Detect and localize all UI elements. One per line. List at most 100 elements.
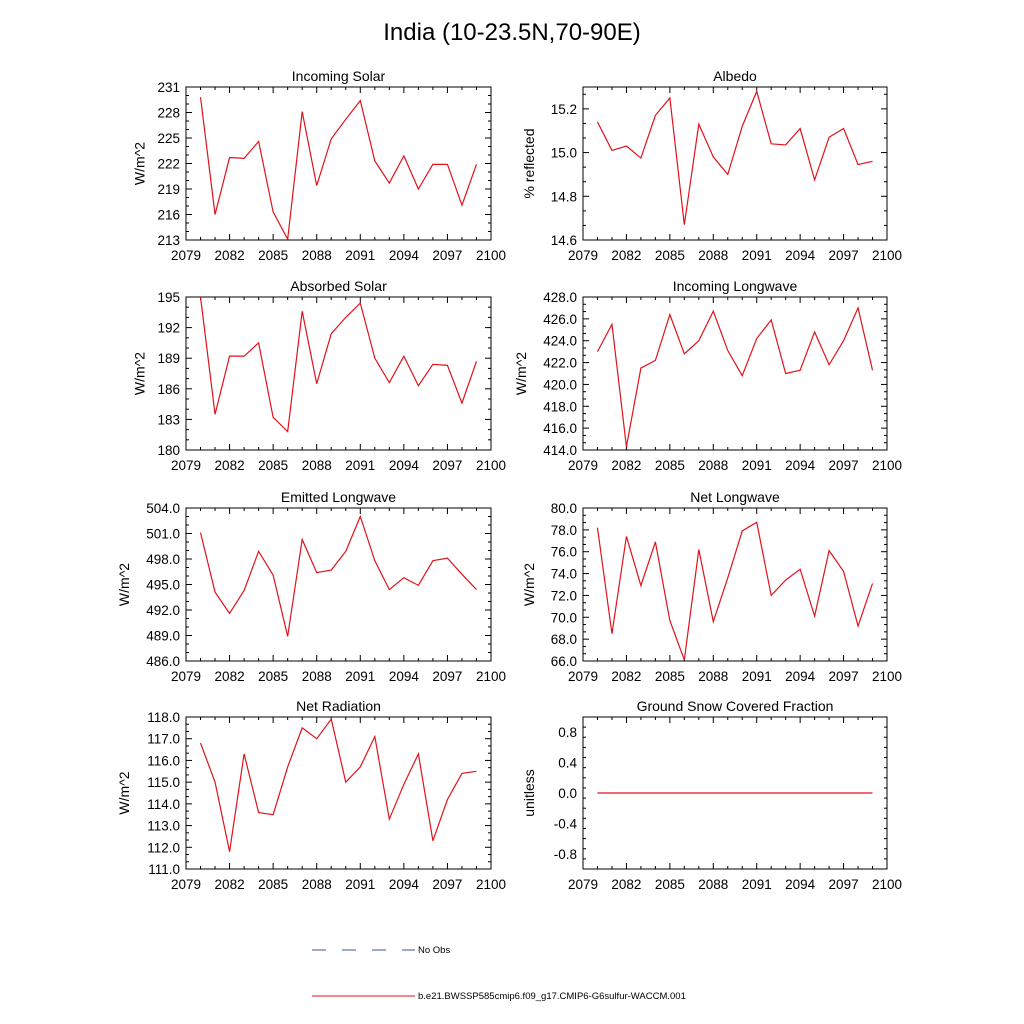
x-tick-label: 2079 <box>568 669 598 684</box>
x-tick-label: 2097 <box>432 458 462 473</box>
x-tick-label: 2085 <box>655 877 685 892</box>
series-line <box>199 514 477 637</box>
x-tick-label: 2088 <box>698 248 728 263</box>
y-tick-label: 501.0 <box>146 527 180 542</box>
y-tick-label: 186 <box>157 382 180 397</box>
y-tick-label: 80.0 <box>551 501 577 516</box>
y-tick-label: 416.0 <box>543 421 577 436</box>
panel-title: Incoming Longwave <box>673 278 798 294</box>
y-tick-label: 70.0 <box>551 610 577 625</box>
x-tick-label: 2094 <box>785 458 816 473</box>
y-tick-label: 498.0 <box>146 552 180 567</box>
y-tick-label: 414.0 <box>543 443 577 458</box>
y-tick-label: 486.0 <box>146 654 180 669</box>
x-tick-label: 2100 <box>476 458 506 473</box>
y-tick-label: 492.0 <box>146 603 180 618</box>
y-tick-label: -0.8 <box>554 847 577 862</box>
y-axis-label: W/m^2 <box>132 142 148 185</box>
x-tick-label: 2082 <box>611 248 641 263</box>
y-tick-label: 213 <box>157 233 180 248</box>
panels-group: 2079 2082 2085 2088 2091 2094 2097 2100 213 216 21… <box>116 68 902 892</box>
series-line <box>596 521 874 661</box>
y-axis-label: W/m^2 <box>116 563 132 606</box>
x-tick-label: 2088 <box>698 669 728 684</box>
x-tick-label: 2088 <box>698 458 728 473</box>
plot-frame <box>582 507 888 662</box>
y-tick-label: 183 <box>157 412 180 427</box>
x-tick-label: 2100 <box>872 458 902 473</box>
y-tick-label: 116.0 <box>147 753 180 768</box>
x-tick-label: 2085 <box>655 669 685 684</box>
y-axis-label: % reflected <box>521 128 537 198</box>
y-tick-label: 0.0 <box>558 786 577 801</box>
plot-frame <box>582 716 888 870</box>
y-tick-label: 504.0 <box>146 501 180 516</box>
panel-title: Absorbed Solar <box>290 278 387 294</box>
y-axis-label: W/m^2 <box>521 563 537 606</box>
y-tick-label: 420.0 <box>543 377 577 392</box>
x-tick-label: 2100 <box>476 669 506 684</box>
x-tick-label: 2079 <box>171 458 201 473</box>
panel-ground-snow-covered-fraction: 2079 2082 2085 2088 2091 2094 2097 2100 -0.8 -0.4… <box>521 698 902 892</box>
x-tick-label: 2082 <box>611 458 641 473</box>
x-tick-label: 2091 <box>742 458 772 473</box>
panel-incoming-longwave: 2079 2082 2085 2088 2091 2094 2097 2100 414.0 416… <box>513 278 902 473</box>
panel-emitted-longwave: 2079 2082 2085 2088 2091 2094 2097 2100 486.0 489… <box>116 489 506 684</box>
y-tick-label: 495.0 <box>146 578 180 593</box>
y-tick-label: 113.0 <box>147 819 180 834</box>
y-tick-label: 15.2 <box>551 102 577 117</box>
x-tick-label: 2094 <box>389 458 420 473</box>
x-tick-label: 2100 <box>872 248 902 263</box>
panel-absorbed-solar: 2079 2082 2085 2088 2091 2094 2097 2100 180 183 18… <box>132 278 506 473</box>
plot-frame <box>185 507 492 662</box>
y-tick-label: 114.0 <box>147 797 180 812</box>
y-tick-label: 0.4 <box>558 756 577 771</box>
page-title: India (10-23.5N,70-90E) <box>383 19 640 46</box>
y-tick-label: 216 <box>157 208 180 223</box>
x-tick-label: 2082 <box>611 877 641 892</box>
x-tick-label: 2082 <box>215 877 245 892</box>
x-tick-label: 2085 <box>258 669 288 684</box>
x-tick-label: 2100 <box>476 248 506 263</box>
y-tick-label: 222 <box>157 157 180 172</box>
panel-title: Ground Snow Covered Fraction <box>637 698 834 714</box>
y-tick-label: 195 <box>157 290 180 305</box>
x-tick-label: 2097 <box>829 248 859 263</box>
plot-frame <box>185 716 492 870</box>
legend: No Obs b.e21.BWSSP585cmip6.f09_g17.CMIP6… <box>312 945 686 1002</box>
legend-label-model: b.e21.BWSSP585cmip6.f09_g17.CMIP6-G6sulf… <box>418 991 686 1002</box>
x-tick-label: 2091 <box>742 877 772 892</box>
x-tick-label: 2088 <box>302 458 332 473</box>
x-tick-label: 2094 <box>389 669 420 684</box>
x-tick-label: 2100 <box>476 877 506 892</box>
x-tick-label: 2094 <box>785 877 816 892</box>
y-tick-label: 192 <box>157 321 180 336</box>
y-tick-label: 66.0 <box>551 654 577 669</box>
x-tick-label: 2091 <box>742 669 772 684</box>
plot-frame <box>185 296 492 451</box>
x-tick-label: 2097 <box>829 458 859 473</box>
x-tick-label: 2085 <box>258 458 288 473</box>
x-tick-label: 2088 <box>302 669 332 684</box>
y-tick-label: 76.0 <box>551 545 577 560</box>
plot-frame <box>185 86 492 241</box>
panel-title: Emitted Longwave <box>281 489 396 505</box>
x-tick-label: 2094 <box>785 248 816 263</box>
x-tick-label: 2085 <box>258 248 288 263</box>
y-tick-label: 428.0 <box>543 290 577 305</box>
y-tick-label: 115.0 <box>147 775 180 790</box>
y-tick-label: 219 <box>157 182 180 197</box>
y-tick-label: 118.0 <box>147 710 180 725</box>
x-tick-label: 2091 <box>742 248 772 263</box>
y-tick-label: 117.0 <box>147 732 180 747</box>
y-axis-label: unitless <box>521 769 537 816</box>
y-tick-label: 112.0 <box>147 840 180 855</box>
x-tick-label: 2094 <box>389 877 420 892</box>
x-tick-label: 2097 <box>432 877 462 892</box>
panel-title: Incoming Solar <box>292 68 386 84</box>
x-tick-label: 2091 <box>345 669 375 684</box>
y-tick-label: 424.0 <box>543 334 577 349</box>
x-tick-label: 2079 <box>171 248 201 263</box>
x-tick-label: 2091 <box>345 458 375 473</box>
